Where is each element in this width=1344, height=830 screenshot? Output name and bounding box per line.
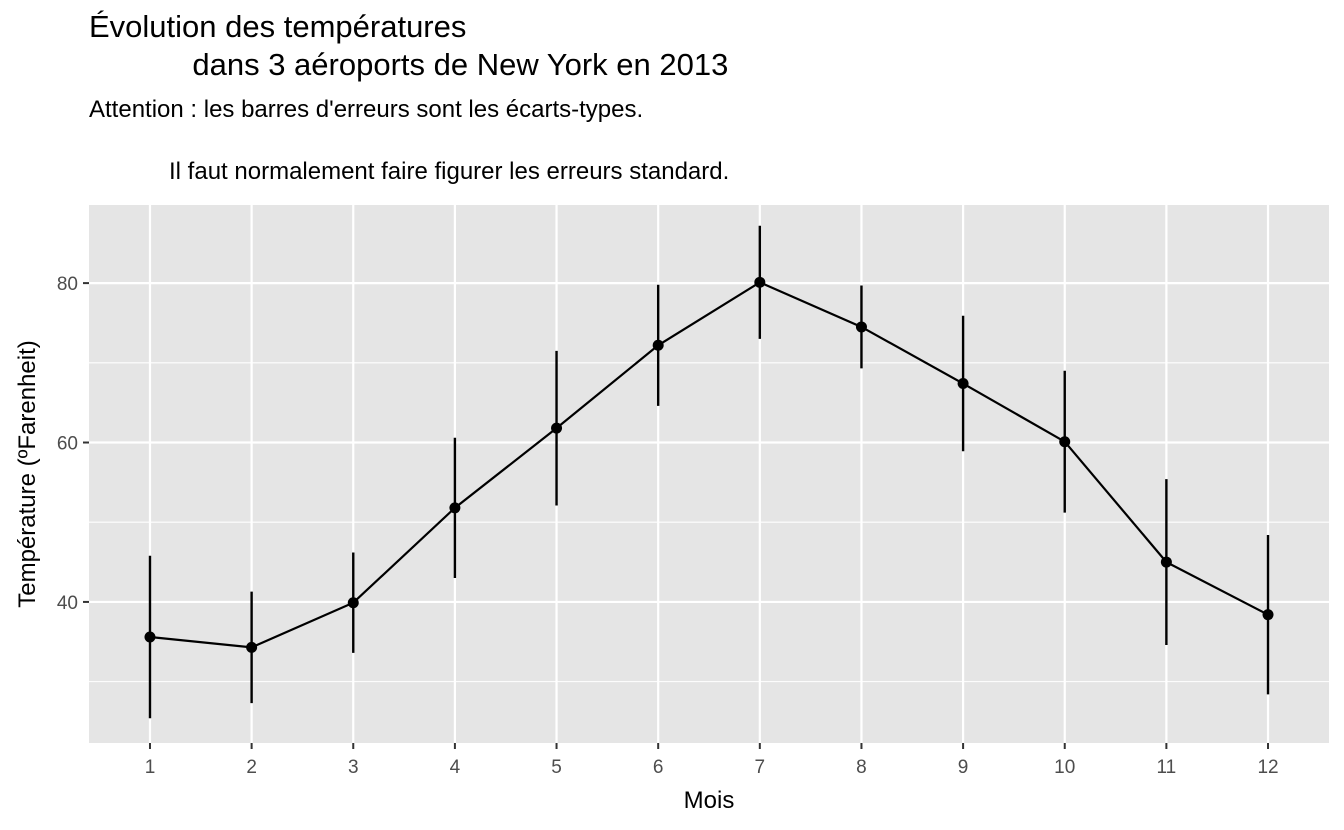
x-tick-label: 6 <box>653 757 664 778</box>
data-point <box>1059 436 1071 448</box>
y-axis: 40 60 80 <box>57 274 89 614</box>
data-points <box>144 276 1274 653</box>
plot-panel <box>89 205 1329 743</box>
x-tick-label: 3 <box>348 757 359 778</box>
x-tick-label: 8 <box>856 757 867 778</box>
data-point <box>347 597 359 609</box>
x-axis-title: Mois <box>684 787 735 814</box>
y-tick-label: 40 <box>57 593 78 614</box>
x-tick-label: 12 <box>1257 757 1278 778</box>
x-axis: 1 2 3 4 5 6 7 8 9 10 11 12 <box>145 743 1279 778</box>
y-tick-label: 60 <box>57 434 78 455</box>
x-tick-label: 1 <box>145 757 156 778</box>
data-point <box>449 502 461 514</box>
x-tick-label: 4 <box>450 757 461 778</box>
x-tick-label: 7 <box>755 757 766 778</box>
x-tick-label: 5 <box>551 757 562 778</box>
chart-title: Évolution des températures dans 3 aéropo… <box>89 9 729 82</box>
data-point <box>1262 609 1274 621</box>
data-point <box>957 378 969 390</box>
data-point <box>144 631 156 643</box>
y-tick-label: 80 <box>57 274 78 295</box>
data-point <box>652 339 664 351</box>
data-point <box>551 422 563 434</box>
y-axis-title: Température (ºFarenheit) <box>14 340 41 608</box>
x-tick-label: 11 <box>1157 757 1177 778</box>
series-line <box>149 281 1269 649</box>
x-tick-label: 9 <box>958 757 969 778</box>
data-point <box>1160 556 1172 568</box>
grid-minor <box>89 362 1329 683</box>
chart-subtitle: Attention : les barres d'erreurs sont le… <box>89 96 730 185</box>
data-point <box>855 321 867 333</box>
data-point <box>754 276 766 288</box>
x-tick-label: 10 <box>1054 757 1075 778</box>
x-tick-label: 2 <box>246 757 257 778</box>
data-point <box>246 641 258 653</box>
